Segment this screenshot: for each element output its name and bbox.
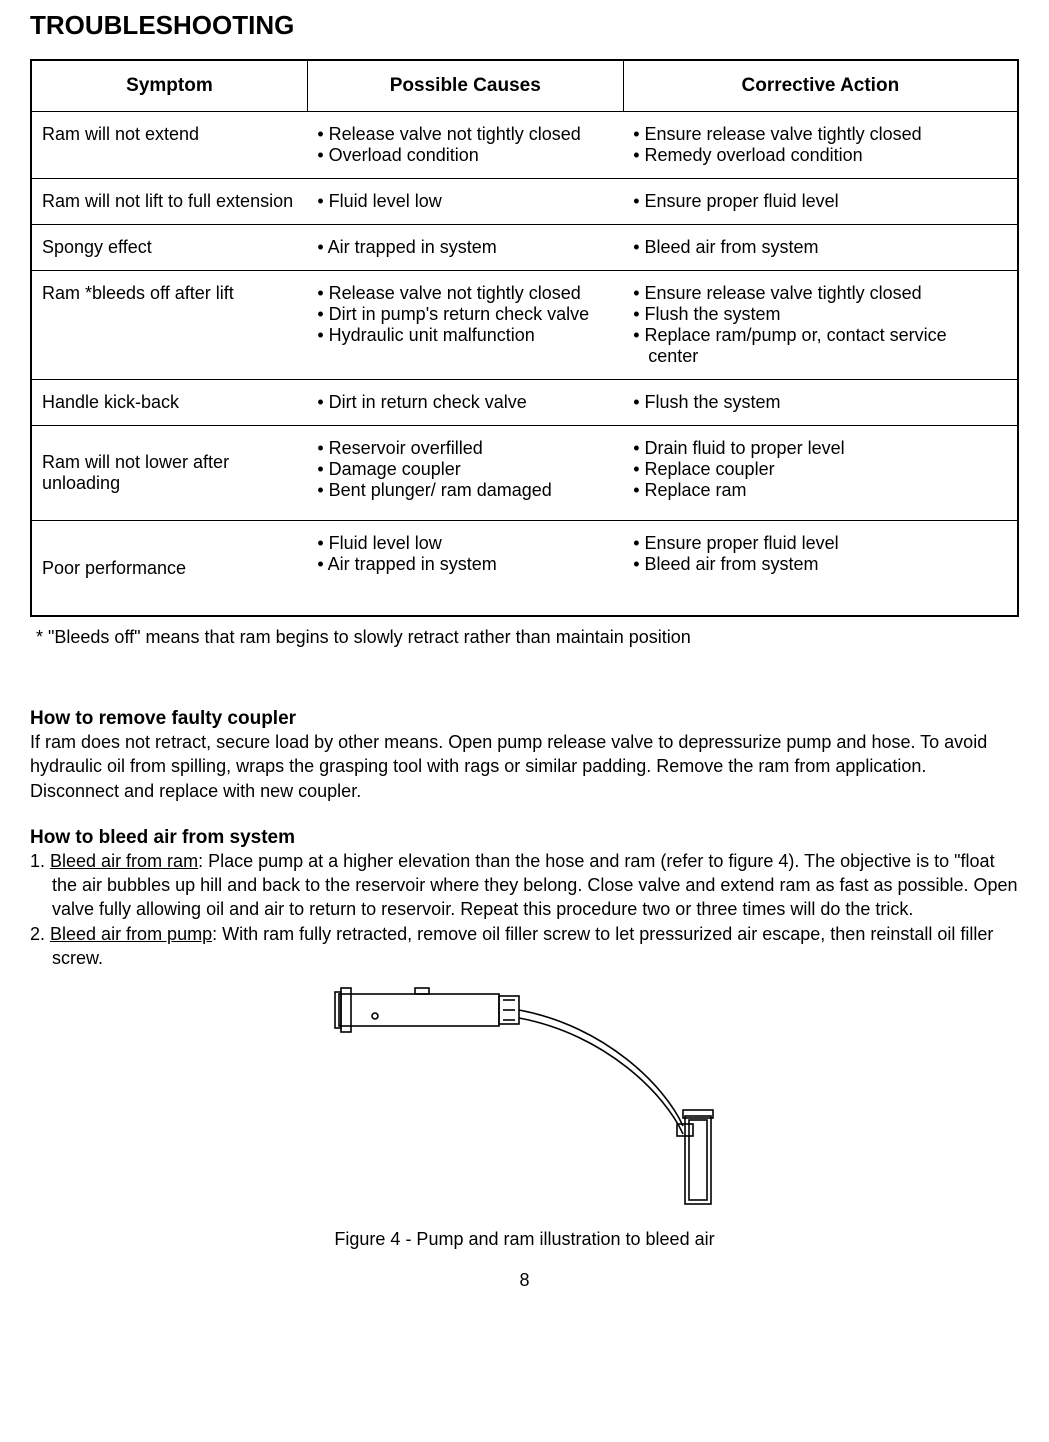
table-row: Spongy effect• Air trapped in system• Bl… xyxy=(31,225,1018,271)
figure-caption: Figure 4 - Pump and ram illustration to … xyxy=(30,1229,1019,1250)
step-1-underline: Bleed air from ram xyxy=(50,851,198,871)
table-row: Handle kick-back• Dirt in return check v… xyxy=(31,380,1018,426)
table-row: Ram will not extend• Release valve not t… xyxy=(31,112,1018,179)
table-row: Ram *bleeds off after lift• Release valv… xyxy=(31,271,1018,380)
table-row: Ram will not lower after unloading• Rese… xyxy=(31,426,1018,521)
cell-causes: • Dirt in return check valve xyxy=(307,380,623,426)
cell-action: • Ensure release valve tightly closed • … xyxy=(623,271,1018,380)
header-action: Corrective Action xyxy=(623,60,1018,112)
step-2-underline: Bleed air from pump xyxy=(50,924,212,944)
cell-causes: • Release valve not tightly closed • Dir… xyxy=(307,271,623,380)
table-row: Ram will not lift to full extension• Flu… xyxy=(31,179,1018,225)
figure-4 xyxy=(30,976,1019,1221)
cell-causes: • Fluid level low xyxy=(307,179,623,225)
cell-symptom: Poor performance xyxy=(31,521,307,617)
cell-symptom: Ram will not extend xyxy=(31,112,307,179)
cell-symptom: Ram will not lift to full extension xyxy=(31,179,307,225)
step-1-prefix: 1. xyxy=(30,851,50,871)
header-causes: Possible Causes xyxy=(307,60,623,112)
footnote: * "Bleeds off" means that ram begins to … xyxy=(30,627,1019,648)
step-2: 2. Bleed air from pump: With ram fully r… xyxy=(30,922,1019,971)
step-1: 1. Bleed air from ram: Place pump at a h… xyxy=(30,849,1019,922)
cell-action: • Ensure proper fluid level xyxy=(623,179,1018,225)
cell-symptom: Spongy effect xyxy=(31,225,307,271)
cell-action: • Ensure proper fluid level • Bleed air … xyxy=(623,521,1018,617)
cell-symptom: Handle kick-back xyxy=(31,380,307,426)
cell-symptom: Ram *bleeds off after lift xyxy=(31,271,307,380)
cell-action: • Drain fluid to proper level • Replace … xyxy=(623,426,1018,521)
page-title: TROUBLESHOOTING xyxy=(30,10,1019,41)
cell-causes: • Release valve not tightly closed • Ove… xyxy=(307,112,623,179)
table-header-row: Symptom Possible Causes Corrective Actio… xyxy=(31,60,1018,112)
page-number: 8 xyxy=(30,1270,1019,1291)
cell-causes: • Air trapped in system xyxy=(307,225,623,271)
troubleshooting-table: Symptom Possible Causes Corrective Actio… xyxy=(30,59,1019,617)
header-symptom: Symptom xyxy=(31,60,307,112)
table-row: Poor performance• Fluid level low • Air … xyxy=(31,521,1018,617)
section-body-coupler: If ram does not retract, secure load by … xyxy=(30,730,1019,803)
cell-action: • Flush the system xyxy=(623,380,1018,426)
step-2-prefix: 2. xyxy=(30,924,50,944)
section-heading-bleed: How to bleed air from system xyxy=(30,827,1019,849)
cell-action: • Ensure release valve tightly closed • … xyxy=(623,112,1018,179)
pump-ram-illustration xyxy=(305,976,745,1216)
section-heading-coupler: How to remove faulty coupler xyxy=(30,708,1019,730)
cell-causes: • Fluid level low • Air trapped in syste… xyxy=(307,521,623,617)
cell-causes: • Reservoir overfilled • Damage coupler … xyxy=(307,426,623,521)
cell-action: • Bleed air from system xyxy=(623,225,1018,271)
cell-symptom: Ram will not lower after unloading xyxy=(31,426,307,521)
